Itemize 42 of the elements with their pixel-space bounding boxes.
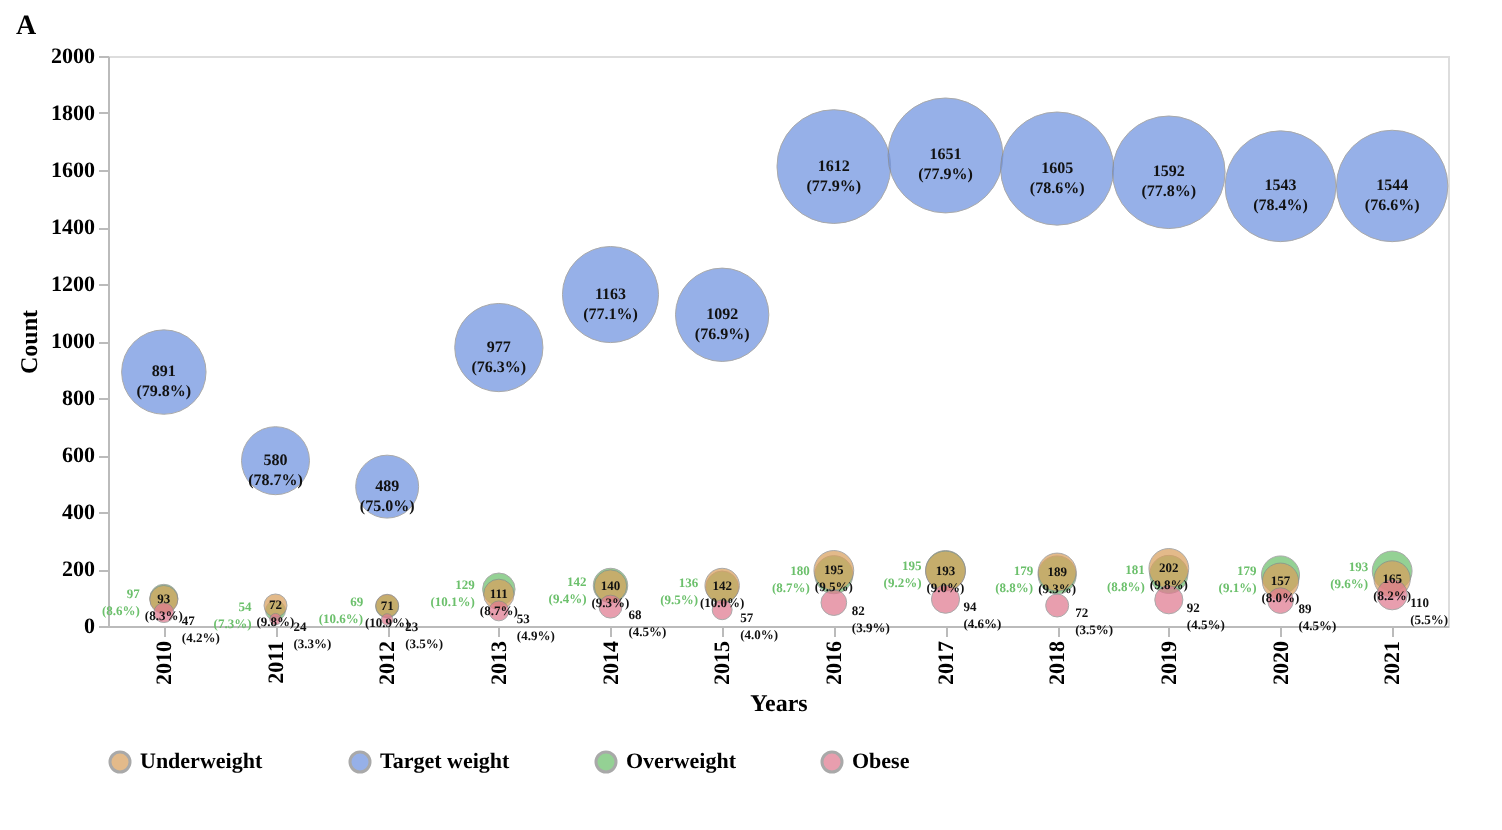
x-tick-label: 2012 xyxy=(376,640,401,685)
legend-label: Target weight xyxy=(380,750,511,774)
legend-label: Overweight xyxy=(626,750,737,774)
x-tick-label: 2021 xyxy=(1381,641,1406,685)
y-tick-label: 2000 xyxy=(51,45,96,69)
x-tick-label: 2019 xyxy=(1157,640,1182,685)
data-label: 580 (78.7%) xyxy=(248,450,304,489)
data-label: 1651 (77.9%) xyxy=(918,145,974,184)
data-label: 1592 (77.8%) xyxy=(1141,162,1197,201)
text: A xyxy=(16,12,38,42)
legend-label: Underweight xyxy=(140,750,263,774)
y-tick-label: 600 xyxy=(62,444,96,468)
data-label: 1163 (77.1%) xyxy=(583,284,639,323)
y-tick-label: 0 xyxy=(84,615,96,639)
x-tick-label: 2017 xyxy=(934,640,959,685)
data-label: 1544 (76.6%) xyxy=(1364,175,1421,214)
legend-label: Obese xyxy=(852,750,910,774)
data-label: 891 (79.8%) xyxy=(136,362,192,401)
data-label: 1605 (78.6%) xyxy=(1029,158,1086,197)
data-label: 1092 (76.9%) xyxy=(694,304,751,343)
y-tick-label: 800 xyxy=(62,387,96,411)
x-tick-label: 2018 xyxy=(1046,640,1071,685)
y-tick-label: 1200 xyxy=(51,273,96,297)
data-label: 1543 (78.4%) xyxy=(1253,176,1309,215)
data-label: 489 (75.0%) xyxy=(359,476,416,515)
x-axis-title: Years xyxy=(750,689,809,717)
x-tick-label: 2013 xyxy=(487,640,512,685)
data-label: 977 (76.3%) xyxy=(471,337,527,376)
y-tick-label: 1400 xyxy=(51,216,96,240)
x-tick-label: 2015 xyxy=(711,640,736,685)
x-tick-label: 2016 xyxy=(822,640,847,685)
x-tick-label: 2010 xyxy=(152,640,177,685)
x-tick-label: 2020 xyxy=(1269,640,1294,685)
y-tick-label: 1600 xyxy=(51,159,96,183)
y-tick-label: 400 xyxy=(62,501,96,525)
y-tick-label: 200 xyxy=(62,558,96,582)
data-label: 1612 (77.9%) xyxy=(806,156,862,195)
y-tick-label: 1000 xyxy=(51,330,96,354)
y-axis-title: Count xyxy=(15,309,43,375)
y-tick-label: 1800 xyxy=(51,102,96,126)
x-tick-label: 2011 xyxy=(264,641,289,684)
x-tick-label: 2014 xyxy=(599,640,624,685)
